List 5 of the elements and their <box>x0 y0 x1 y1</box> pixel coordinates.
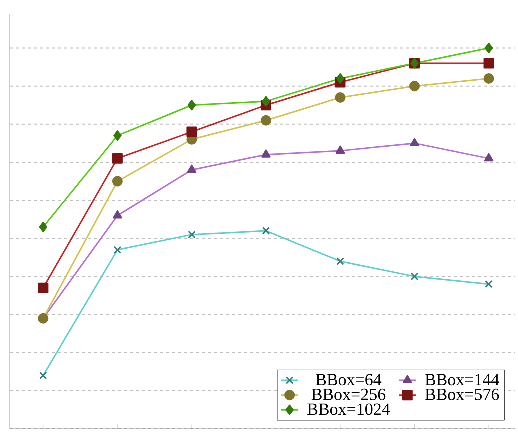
legend-label: BBox=144 <box>425 374 500 386</box>
legend-label: BBox=256 <box>312 388 386 400</box>
legend-label: BBox=64 <box>316 374 382 386</box>
legend-label: BBox=576 <box>425 388 500 400</box>
legend-label: BBox=1024 <box>308 404 390 416</box>
